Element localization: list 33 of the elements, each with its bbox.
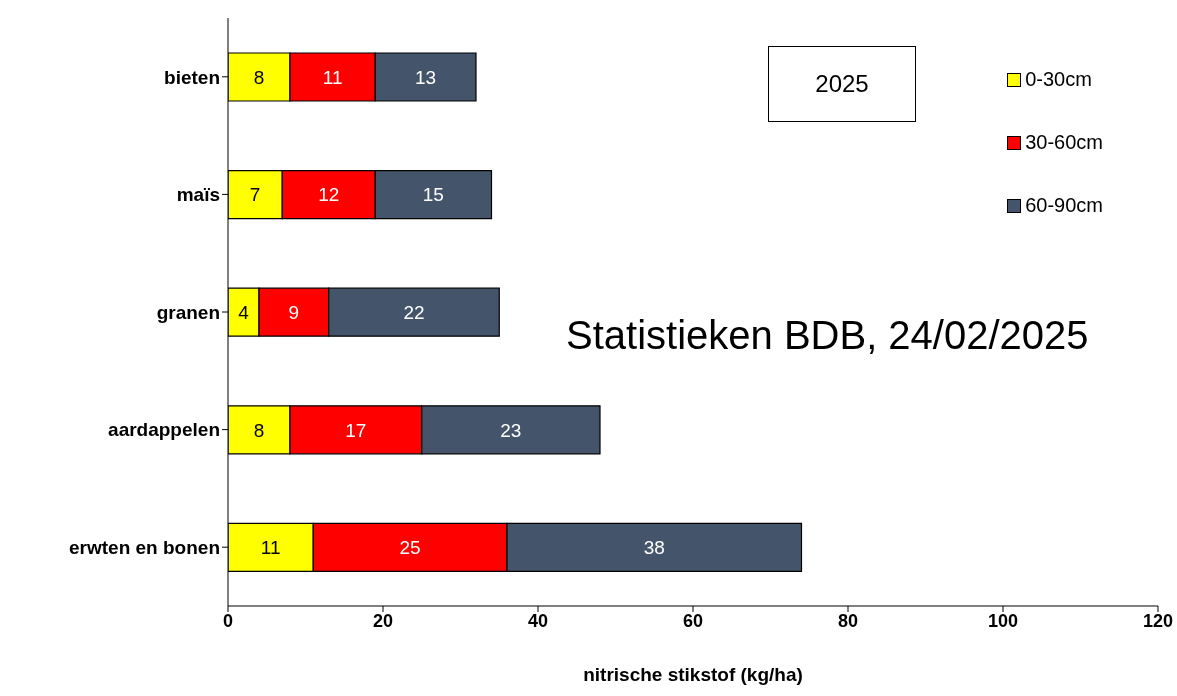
x-axis-title: nitrische stikstof (kg/ha) — [583, 664, 803, 685]
legend-label: 0-30cm — [1025, 68, 1092, 91]
annotation: Statistieken BDB, 24/02/2025 — [566, 313, 1089, 358]
data-label: 11 — [260, 537, 281, 559]
legend-label: 30-60cm — [1025, 131, 1103, 154]
data-label: 38 — [643, 537, 665, 559]
data-label: 8 — [253, 419, 265, 441]
x-tick-label: 20 — [372, 610, 394, 631]
y-tick-label: maïs — [176, 184, 220, 206]
annotation: 2025 — [768, 46, 916, 122]
legend-label: 60-90cm — [1025, 194, 1103, 217]
data-label: 22 — [403, 301, 425, 323]
data-label: 4 — [238, 301, 250, 323]
data-label: 15 — [422, 184, 444, 206]
y-tick-label: aardappelen — [108, 419, 220, 441]
data-label: 9 — [288, 301, 300, 323]
x-tick-label: 120 — [1142, 610, 1174, 631]
x-tick-label: 100 — [987, 610, 1019, 631]
x-tick-label: 0 — [222, 610, 234, 631]
data-label: 7 — [249, 184, 261, 206]
data-label: 17 — [345, 419, 367, 441]
y-tick-label: bieten — [164, 66, 220, 88]
x-tick-label: 60 — [682, 610, 704, 631]
data-label: 25 — [399, 537, 421, 559]
data-label: 11 — [322, 66, 343, 88]
data-label: 13 — [415, 66, 437, 88]
y-tick-label: erwten en bonen — [69, 536, 220, 558]
x-tick-label: 40 — [527, 610, 549, 631]
x-tick-label: 80 — [837, 610, 859, 631]
data-label: 8 — [253, 66, 265, 88]
data-label: 23 — [500, 419, 522, 441]
data-label: 12 — [318, 184, 340, 206]
y-tick-label: granen — [156, 301, 220, 323]
